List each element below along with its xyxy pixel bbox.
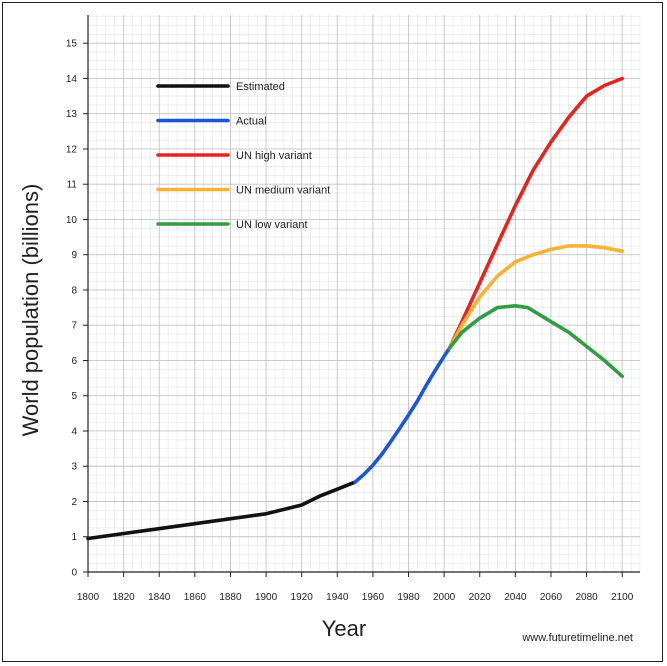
x-tick-label: 1940 [326, 592, 349, 603]
series-lines [86, 76, 625, 541]
y-tick-label: 7 [71, 321, 77, 332]
x-tick-label: 1980 [397, 592, 420, 603]
x-tick-label: 2020 [469, 592, 492, 603]
axes [87, 15, 640, 573]
y-axis-label: World population (billions) [18, 184, 43, 437]
x-tick-label: 2040 [504, 592, 527, 603]
y-tick-label: 13 [66, 109, 78, 120]
legend-label: Estimated [236, 81, 285, 93]
major-grid [87, 15, 640, 573]
y-tick-label: 11 [67, 180, 78, 191]
x-tick-label: 2060 [540, 592, 563, 603]
x-tick-label: 1900 [255, 592, 278, 603]
y-tick-label: 1 [71, 532, 77, 543]
series-line-actual [353, 346, 452, 484]
minor-grid [88, 15, 641, 572]
series-line-estimated [86, 480, 357, 541]
x-tick-label: 1800 [77, 592, 100, 603]
y-tick-label: 5 [71, 391, 77, 402]
legend-label: UN medium variant [236, 184, 330, 196]
x-axis-label: Year [322, 616, 366, 641]
y-tick-label: 6 [71, 356, 77, 367]
x-tick-label: 1840 [148, 592, 171, 603]
series-line-un-medium-variant [447, 244, 625, 350]
y-tick-label: 14 [66, 74, 78, 85]
y-tick-label: 0 [71, 568, 77, 579]
y-tick-label: 8 [71, 285, 77, 296]
x-tick-label: 2080 [575, 592, 598, 603]
y-tick-label: 3 [71, 462, 77, 473]
y-tick-label: 12 [66, 144, 78, 155]
y-tick-label: 4 [71, 426, 77, 437]
legend-label: Actual [236, 115, 267, 127]
source-credit: www.futuretimeline.net [521, 632, 633, 644]
x-tick-label: 1880 [219, 592, 242, 603]
x-tick-label: 1820 [112, 592, 135, 603]
x-tick-label: 2100 [611, 592, 634, 603]
series-line-un-high-variant [447, 76, 625, 350]
legend-label: UN high variant [236, 150, 312, 162]
y-tick-label: 9 [71, 250, 77, 261]
y-tick-label: 2 [71, 497, 77, 508]
series-line-un-low-variant [447, 303, 625, 379]
x-tick-label: 1860 [184, 592, 207, 603]
x-tick-label: 1960 [362, 592, 385, 603]
legend-label: UN low variant [236, 219, 308, 231]
legend: Estimated Actual UN high variant UN medium … [156, 81, 330, 231]
y-tick-label: 15 [66, 39, 78, 50]
x-tick-label: 2000 [433, 592, 456, 603]
x-tick-label: 1920 [291, 592, 314, 603]
x-tick-labels: 1800 1820 1840 1860 1880 1900 1920 1940 1960 1980… [77, 572, 634, 603]
y-tick-label: 10 [66, 215, 78, 226]
